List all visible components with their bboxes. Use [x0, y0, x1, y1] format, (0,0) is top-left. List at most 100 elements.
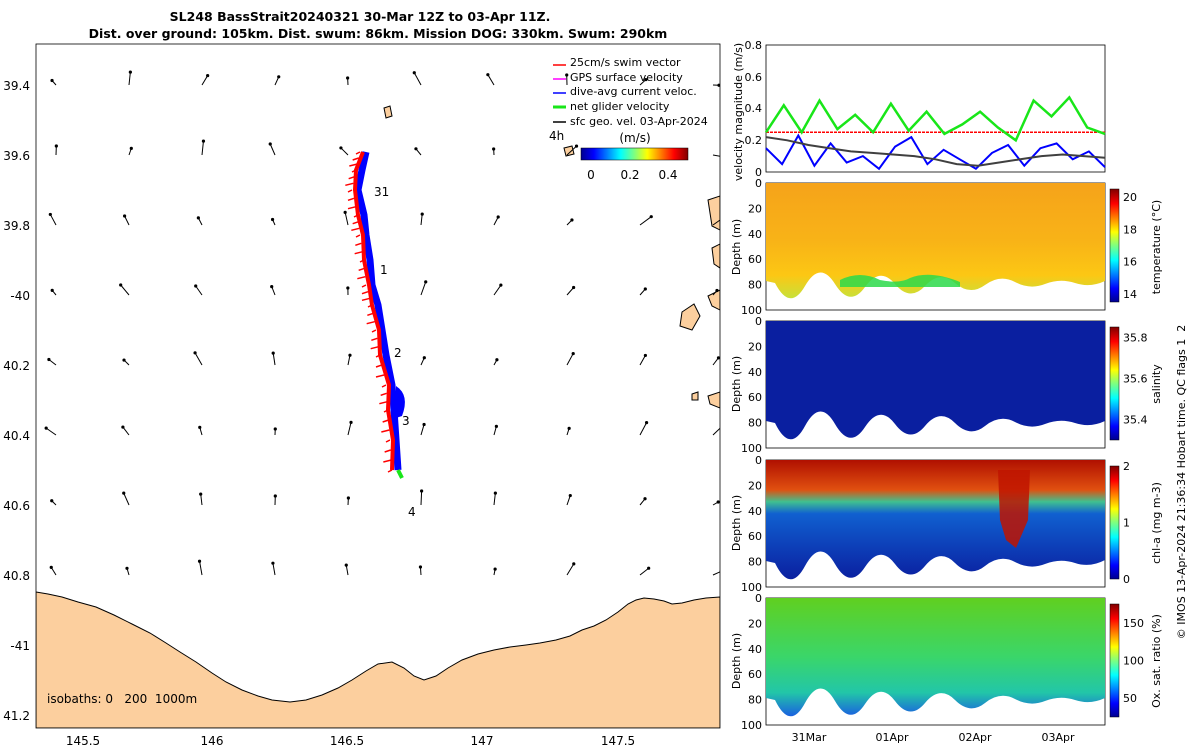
- depth-tick-label: 20: [748, 340, 762, 353]
- velocity-arrow: [269, 143, 276, 156]
- depth-tick-label: 80: [748, 556, 762, 569]
- lon-tick-label: 145.5: [66, 734, 100, 748]
- depth-tick-label: 0: [755, 454, 762, 467]
- colorbar-tick-label: 150: [1123, 617, 1144, 630]
- swim-vector: [367, 304, 373, 308]
- arrow-head: [344, 563, 348, 567]
- arrow-head: [128, 70, 132, 74]
- arrow-head: [720, 155, 723, 158]
- arrow-head: [129, 146, 133, 150]
- depth-tick-label: 80: [748, 694, 762, 707]
- swim-vector: [385, 439, 391, 443]
- arrow-head: [270, 285, 274, 289]
- velocity-arrow: [199, 561, 203, 576]
- map-axes-box: [35, 43, 721, 729]
- colorbar-tick-label: 35.8: [1123, 331, 1148, 344]
- lat-tick-label: 40.6: [3, 499, 30, 513]
- swim-vector: [382, 419, 389, 423]
- arrow-head: [418, 565, 423, 569]
- swim-vector: [381, 384, 387, 388]
- depth-tick-label: 20: [748, 202, 762, 215]
- swim-vector: [387, 469, 393, 473]
- arrow-head: [197, 559, 202, 563]
- velocity-plot: 0 0.2 0.4 0.6 0.8 velocity magnitude (m/…: [732, 39, 1106, 181]
- arrow-head: [414, 147, 418, 151]
- arrow-head: [122, 358, 126, 362]
- velocity-series-line: [765, 133, 1106, 171]
- depth-tick-label: 40: [748, 643, 762, 656]
- title-line-1: SL248 BassStrait20240321 30-Mar 12Z to 0…: [170, 9, 551, 24]
- velocity-arrow: [124, 215, 130, 226]
- arrow-head: [277, 75, 281, 79]
- island-group: [711, 243, 720, 269]
- oxygen-section: Depth (m) Ox. sat. ratio (%): [730, 597, 1163, 726]
- swim-vector: [371, 337, 378, 342]
- salinity-field: [766, 321, 1105, 440]
- arrow-head: [495, 358, 499, 362]
- depth-tick-label: 100: [741, 442, 762, 455]
- arrow-head: [716, 356, 720, 360]
- arrow-head: [643, 353, 647, 358]
- vel-y-tick: 0.2: [745, 134, 763, 147]
- swim-vector: [383, 409, 389, 413]
- swim-vector: [366, 320, 375, 325]
- arrow-head: [492, 147, 496, 151]
- arrow-head: [422, 422, 426, 427]
- velocity-arrow: [566, 563, 575, 576]
- chla-colorbar: [1109, 465, 1120, 580]
- island-group: [707, 391, 720, 409]
- colorbar-tick-label: 2: [1123, 460, 1130, 473]
- speed-colorbar-tick: 0.2: [620, 168, 639, 182]
- lat-tick-label: -41: [10, 639, 30, 653]
- arrow-head: [422, 356, 426, 360]
- island-small: [691, 391, 699, 401]
- arrow-head: [122, 491, 126, 495]
- velocity-arrow: [201, 141, 204, 156]
- depth-tick-label: 60: [748, 253, 762, 266]
- velocity-arrow: [347, 422, 352, 436]
- hour-label: 4h: [549, 129, 564, 143]
- velocity-y-label: velocity magnitude (m/s): [732, 43, 745, 181]
- swim-vector: [371, 329, 377, 333]
- tasmania-landmass: [36, 591, 720, 728]
- track-swim-band: [353, 151, 395, 471]
- speed-colorbar-title: (m/s): [619, 131, 650, 145]
- depth-tick-label: 60: [748, 391, 762, 404]
- arrow-head: [199, 492, 203, 496]
- swim-vector: [384, 449, 391, 453]
- arrow-head: [346, 286, 350, 290]
- arrow-head: [496, 215, 500, 219]
- date-tick-label: 03Apr: [1041, 731, 1075, 744]
- track-net-velocity: [396, 469, 404, 479]
- swim-vector: [353, 214, 359, 218]
- velocity-series: [764, 95, 1106, 171]
- legend-label-gps: GPS surface velocity: [570, 71, 683, 84]
- arrow-head: [424, 280, 428, 284]
- arrow-head: [486, 73, 490, 77]
- arrow-head: [643, 287, 647, 291]
- depth-y-label: Depth (m): [730, 633, 743, 689]
- arrow-head: [420, 489, 424, 493]
- swim-vector: [347, 197, 355, 202]
- legend-label-swim: 25cm/s swim vector: [570, 56, 681, 69]
- depth-y-label: Depth (m): [730, 356, 743, 412]
- lat-tick-label: -40: [10, 289, 30, 303]
- arrow-head: [568, 493, 572, 498]
- swim-vector: [357, 275, 366, 280]
- swim-vector: [379, 400, 388, 405]
- arrow-head: [494, 424, 498, 428]
- depth-tick-label: 40: [748, 505, 762, 518]
- velocity-arrow: [123, 492, 130, 506]
- depth-tick-label: 0: [755, 592, 762, 605]
- swim-vector: [375, 374, 385, 378]
- speed-colorbar-tick: 0.4: [658, 168, 677, 182]
- island-small: [383, 105, 393, 119]
- colorbar-tick-label: 20: [1123, 191, 1137, 204]
- velocity-series-line: [764, 95, 1106, 143]
- colorbar-ticks: 14 16 18 20 35.4 35.6 35.8 0 1 2 50 100 150: [1123, 191, 1148, 705]
- speed-colorbar-tick: 0: [587, 168, 595, 182]
- arrow-head: [493, 491, 497, 495]
- geostrophic-velocity-arrows: [44, 70, 723, 576]
- arrow-head: [644, 77, 648, 82]
